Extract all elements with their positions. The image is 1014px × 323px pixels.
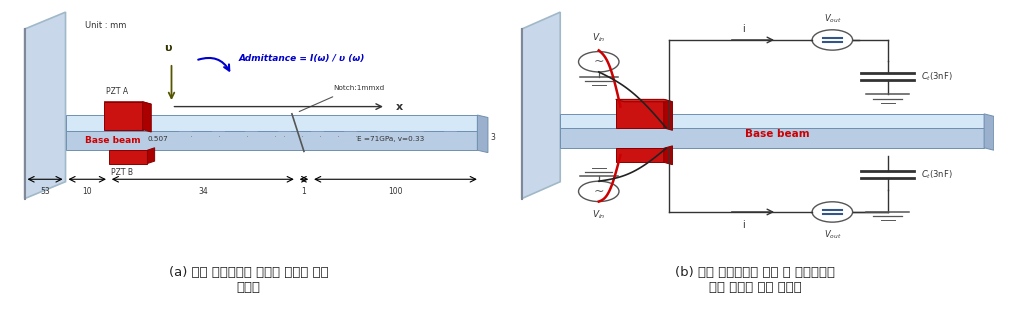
- Text: $C_t$(3nF): $C_t$(3nF): [922, 70, 953, 83]
- Text: ·: ·: [356, 132, 358, 142]
- Text: 34: 34: [198, 186, 208, 195]
- Circle shape: [812, 30, 853, 50]
- Text: 3: 3: [491, 133, 495, 142]
- Text: ·: ·: [338, 132, 341, 142]
- Polygon shape: [104, 102, 143, 130]
- Text: ·: ·: [245, 132, 248, 142]
- Text: $V_{out}$: $V_{out}$: [823, 13, 842, 25]
- Polygon shape: [66, 115, 478, 131]
- Text: Notch:1mmxd: Notch:1mmxd: [333, 85, 384, 91]
- Text: ·: ·: [218, 132, 221, 142]
- Text: 10: 10: [82, 186, 92, 195]
- Text: 1: 1: [301, 186, 306, 195]
- Text: x: x: [395, 102, 403, 111]
- Text: 0.507: 0.507: [147, 136, 168, 142]
- Polygon shape: [143, 102, 151, 132]
- Polygon shape: [664, 146, 672, 165]
- Circle shape: [579, 181, 619, 202]
- Polygon shape: [615, 148, 664, 162]
- Text: υ: υ: [164, 43, 171, 53]
- Polygon shape: [147, 148, 154, 163]
- Polygon shape: [560, 128, 984, 148]
- Polygon shape: [104, 102, 151, 104]
- Text: Unit : mm: Unit : mm: [85, 21, 126, 30]
- Polygon shape: [24, 12, 66, 199]
- Text: $V_{in}$: $V_{in}$: [592, 32, 605, 44]
- Text: (b) 병치 압전센서의 가진 및 전기역학적
신호 측정을 위한 회로도: (b) 병치 압전센서의 가진 및 전기역학적 신호 측정을 위한 회로도: [675, 266, 836, 295]
- Text: (a) 병치 압전센서가 부착된 손상이 있는
보모델: (a) 병치 압전센서가 부착된 손상이 있는 보모델: [168, 266, 329, 295]
- Text: ~: ~: [593, 55, 604, 68]
- Text: ·: ·: [191, 132, 194, 142]
- Text: ·: ·: [319, 132, 322, 142]
- Circle shape: [812, 202, 853, 222]
- Text: 53: 53: [41, 186, 50, 195]
- Text: $C_t$(3nF): $C_t$(3nF): [922, 168, 953, 181]
- Polygon shape: [108, 150, 147, 163]
- Polygon shape: [560, 114, 984, 128]
- Text: ·: ·: [283, 132, 286, 142]
- Circle shape: [579, 52, 619, 72]
- Text: ~: ~: [593, 185, 604, 198]
- Text: i: i: [742, 24, 744, 34]
- Polygon shape: [66, 131, 478, 150]
- Text: ·: ·: [163, 132, 165, 142]
- Polygon shape: [478, 115, 488, 153]
- Polygon shape: [984, 114, 994, 150]
- Text: Admittance = I(ω) / υ (ω): Admittance = I(ω) / υ (ω): [239, 54, 365, 63]
- Text: Base beam: Base beam: [744, 129, 809, 139]
- Text: ·: ·: [274, 132, 277, 142]
- Text: ·: ·: [301, 132, 304, 142]
- Text: $V_{in}$: $V_{in}$: [592, 209, 605, 221]
- Text: 100: 100: [388, 186, 403, 195]
- Text: Base beam: Base beam: [85, 136, 140, 144]
- Text: E =71GPa, v=0.33: E =71GPa, v=0.33: [357, 136, 424, 142]
- Polygon shape: [615, 99, 672, 102]
- Text: PZT B: PZT B: [112, 168, 133, 177]
- Polygon shape: [522, 12, 560, 199]
- Text: i: i: [742, 220, 744, 230]
- Text: PZT A: PZT A: [106, 87, 129, 96]
- Polygon shape: [615, 99, 664, 128]
- Polygon shape: [664, 99, 672, 130]
- Text: $V_{out}$: $V_{out}$: [823, 228, 842, 241]
